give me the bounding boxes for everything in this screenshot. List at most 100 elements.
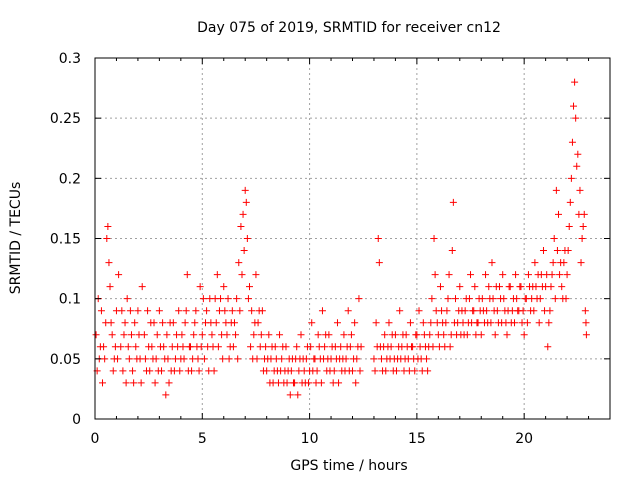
data-points bbox=[92, 78, 590, 399]
x-tick-label: 15 bbox=[408, 431, 426, 447]
data-point bbox=[354, 343, 362, 351]
data-point bbox=[305, 379, 313, 387]
data-point bbox=[382, 367, 390, 375]
data-point bbox=[555, 210, 562, 218]
axes: 0 5 10 15 20 0 0.05 0.1 0.15 0.2 0.25 0.3 bbox=[50, 51, 611, 447]
data-point bbox=[438, 307, 446, 315]
data-point bbox=[440, 331, 448, 339]
data-point bbox=[191, 319, 199, 327]
data-point bbox=[322, 331, 330, 339]
data-point bbox=[234, 355, 242, 363]
data-point bbox=[300, 367, 308, 375]
data-point bbox=[534, 271, 542, 279]
data-point bbox=[127, 331, 135, 339]
data-point bbox=[350, 355, 358, 363]
data-point bbox=[152, 355, 160, 363]
data-point bbox=[262, 343, 270, 351]
data-point bbox=[192, 307, 200, 315]
data-point bbox=[335, 379, 343, 387]
data-point bbox=[217, 295, 225, 303]
data-point bbox=[390, 355, 398, 363]
data-point bbox=[154, 367, 162, 375]
data-point bbox=[279, 343, 287, 351]
data-point bbox=[328, 343, 336, 351]
data-point bbox=[167, 367, 175, 375]
data-point bbox=[388, 331, 396, 339]
data-point bbox=[223, 331, 231, 339]
data-point bbox=[539, 247, 547, 255]
x-tick-label: 0 bbox=[91, 431, 100, 447]
data-point bbox=[381, 331, 389, 339]
data-point bbox=[528, 295, 536, 303]
data-point bbox=[272, 355, 280, 363]
y-tick-label: 0.3 bbox=[59, 51, 81, 67]
data-point bbox=[449, 198, 457, 206]
data-point bbox=[203, 307, 211, 315]
data-point bbox=[283, 379, 291, 387]
data-point bbox=[474, 319, 482, 327]
data-point bbox=[566, 198, 574, 206]
data-point bbox=[237, 222, 245, 230]
data-point bbox=[343, 343, 351, 351]
data-point bbox=[489, 295, 497, 303]
data-point bbox=[582, 319, 590, 327]
data-point bbox=[423, 355, 431, 363]
data-point bbox=[556, 271, 564, 279]
data-point bbox=[123, 295, 131, 303]
data-point bbox=[302, 355, 310, 363]
data-point bbox=[241, 186, 249, 194]
data-point bbox=[488, 259, 496, 267]
data-point bbox=[202, 319, 210, 327]
data-point bbox=[155, 307, 163, 315]
data-point bbox=[396, 307, 404, 315]
data-point bbox=[224, 295, 232, 303]
data-point bbox=[265, 331, 273, 339]
data-point bbox=[294, 391, 302, 399]
data-point bbox=[330, 367, 338, 375]
data-point bbox=[183, 271, 191, 279]
data-point bbox=[445, 271, 453, 279]
data-point bbox=[558, 283, 566, 291]
data-point bbox=[197, 343, 205, 351]
data-point bbox=[137, 379, 145, 387]
data-point bbox=[371, 367, 379, 375]
data-point bbox=[470, 307, 478, 315]
data-point bbox=[552, 186, 560, 194]
data-point bbox=[129, 367, 137, 375]
data-point bbox=[384, 343, 392, 351]
data-point bbox=[575, 210, 583, 218]
data-point bbox=[108, 331, 116, 339]
data-point bbox=[213, 271, 221, 279]
data-point bbox=[395, 343, 403, 351]
data-point bbox=[236, 307, 244, 315]
data-point bbox=[293, 343, 301, 351]
data-point bbox=[446, 343, 454, 351]
data-point bbox=[564, 247, 572, 255]
data-point bbox=[482, 271, 490, 279]
data-point bbox=[456, 283, 464, 291]
data-point bbox=[511, 319, 519, 327]
data-point bbox=[567, 174, 575, 182]
x-axis-title: GPS time / hours bbox=[290, 458, 407, 474]
data-point bbox=[418, 367, 426, 375]
y-axis-title: SRMTID / TECUs bbox=[8, 182, 24, 295]
data-point bbox=[134, 307, 142, 315]
data-point bbox=[169, 319, 177, 327]
data-point bbox=[107, 319, 115, 327]
data-point bbox=[181, 319, 189, 327]
data-point bbox=[99, 379, 107, 387]
grid bbox=[95, 58, 610, 419]
data-point bbox=[228, 307, 236, 315]
data-point bbox=[257, 331, 265, 339]
data-point bbox=[541, 307, 549, 315]
data-point bbox=[524, 271, 532, 279]
data-point bbox=[161, 355, 169, 363]
data-point bbox=[463, 331, 471, 339]
data-point bbox=[333, 319, 341, 327]
data-point bbox=[317, 379, 325, 387]
data-point bbox=[374, 235, 382, 242]
data-point bbox=[436, 283, 444, 291]
data-point bbox=[233, 295, 241, 303]
data-point bbox=[476, 307, 484, 315]
